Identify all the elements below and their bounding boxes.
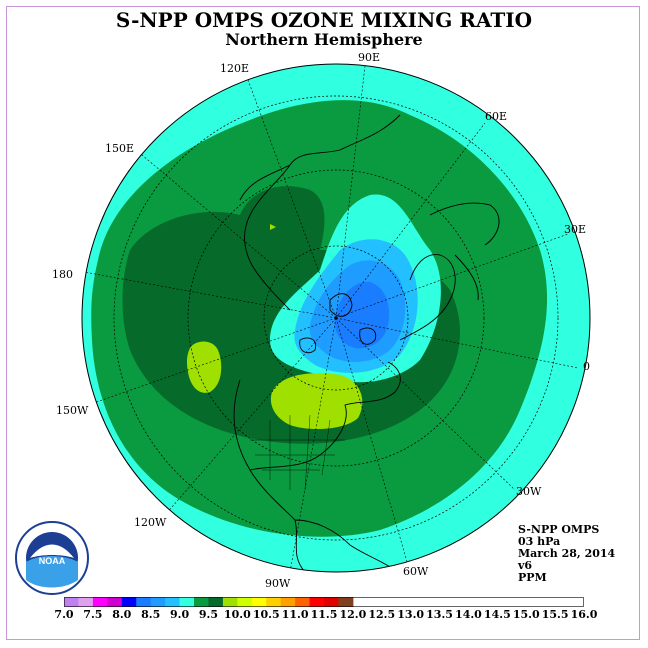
map-subtitle: Northern Hemisphere: [225, 30, 423, 49]
latitude-circle: [263, 245, 409, 391]
legend-border: [64, 597, 584, 607]
legend-tick-label: 16.0: [570, 608, 598, 621]
legend-tick-label: 7.0: [54, 608, 74, 621]
meridian-line: [164, 317, 337, 516]
lon-label-120e: 120E: [220, 62, 250, 75]
map-title: S-NPP OMPS OZONE MIXING RATIO: [115, 8, 533, 32]
meridian-line: [335, 317, 516, 491]
legend-swatch: [324, 597, 339, 607]
instrument-name: S-NPP OMPS: [518, 523, 600, 536]
lon-label-30w: 30W: [516, 485, 542, 498]
legend-swatch: [222, 597, 238, 607]
legend-swatch: [280, 597, 296, 607]
product-info: S-NPP OMPS 03 hPa March 28, 2014 v6 PPM: [518, 524, 615, 584]
pressure-level: 03 hPa: [518, 535, 561, 548]
state-boundaries: [250, 414, 345, 491]
coastline-greenland: [399, 254, 456, 341]
legend-swatch: [179, 597, 195, 607]
figure-frame: [6, 6, 640, 640]
legend-tick-label: 9.0: [169, 608, 190, 621]
meridian-line: [335, 233, 569, 319]
legend-tick-label: 13.5: [426, 608, 453, 621]
noaa-logo-text: NOAA: [39, 556, 66, 566]
legend-swatch: [338, 597, 354, 607]
legend-swatch: [251, 597, 267, 607]
legend-swatch: [150, 597, 166, 607]
meridian-line: [335, 317, 409, 566]
legend-tick-label: 11.0: [281, 608, 309, 621]
legend-tick-label: 14.0: [455, 608, 482, 621]
legend-swatch: [165, 597, 181, 607]
lon-label-60e: 60E: [485, 110, 508, 123]
legend-tick-label: 12.5: [368, 608, 396, 621]
legend-swatch: [78, 597, 94, 607]
legend-tick-label: 8.5: [141, 608, 161, 621]
legend-swatch: [208, 597, 224, 607]
legend-tick-label: 10.5: [252, 608, 280, 621]
meridian-line: [83, 271, 337, 319]
ozone-band-9-5: [334, 281, 390, 349]
lon-label-120w: 120W: [134, 516, 167, 529]
meridian-line: [335, 317, 579, 369]
meridian-line: [289, 317, 337, 572]
legend-tick-label: 9.5: [198, 608, 219, 621]
latitude-circle: [113, 95, 559, 541]
meridian-line: [135, 149, 337, 319]
legend-tick-label: 8.0: [112, 608, 132, 621]
meridian-line: [335, 122, 486, 319]
legend-tick-label: 15.0: [512, 608, 540, 621]
units-label: PPM: [518, 571, 547, 584]
lon-label-90e: 90E: [358, 51, 381, 64]
legend-swatch: [237, 597, 253, 607]
lon-label-0: 0: [583, 360, 590, 373]
lon-label-150w: 150W: [56, 404, 89, 417]
color-legend-bar: [64, 597, 584, 607]
legend-swatch: [266, 597, 282, 607]
ozone-band-12-5-siberia: [270, 224, 276, 230]
legend-tick-label: 11.5: [310, 608, 338, 621]
legend-tick-label: 14.5: [483, 608, 511, 621]
legend-tick-label: 7.5: [83, 608, 103, 621]
legend-tick-label: 12.0: [339, 608, 367, 621]
coastline-north-america: [233, 361, 401, 572]
ozone-band-12-5-pacific: [186, 341, 222, 393]
legend-swatch: [107, 597, 123, 607]
legend-swatch: [194, 597, 209, 607]
legend-swatch: [309, 597, 325, 607]
coastline-arctic-islands: [299, 293, 377, 354]
lon-label-30e: 30E: [564, 223, 587, 236]
ozone-band-12-5-north-america: [270, 373, 363, 430]
noaa-logo: NOAA: [15, 521, 89, 595]
legend-swatch: [295, 597, 311, 607]
legend-swatch: [136, 597, 152, 607]
lon-label-60w: 60W: [403, 565, 429, 578]
legend-tick-label: 10.0: [223, 608, 251, 621]
legend-swatch: [121, 597, 137, 607]
legend-swatch: [92, 597, 108, 607]
legend-tick-label: 15.5: [541, 608, 569, 621]
latitude-circle: [187, 169, 485, 467]
lon-label-90w: 90W: [265, 577, 291, 590]
coastline-europe: [429, 202, 500, 301]
coastline-asia: [239, 114, 401, 311]
legend-tick-label: 13.0: [397, 608, 425, 621]
product-version: v6: [518, 559, 533, 572]
lon-label-180: 180: [52, 268, 73, 281]
lon-label-150e: 150E: [105, 142, 135, 155]
observation-date: March 28, 2014: [518, 547, 616, 560]
legend-swatch: [64, 597, 79, 607]
